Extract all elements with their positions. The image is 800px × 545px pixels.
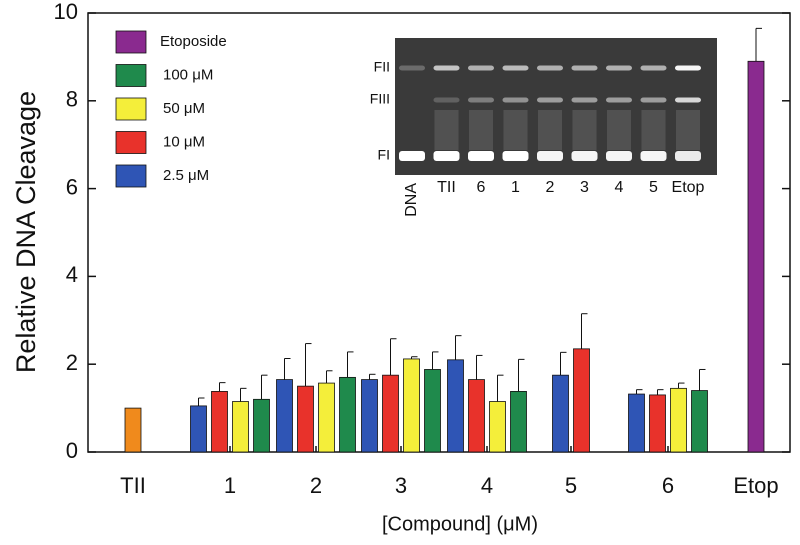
- gel-band: [606, 65, 632, 71]
- gel-band: [502, 151, 529, 161]
- y-tick-label: 0: [66, 438, 78, 463]
- gel-band: [675, 65, 701, 71]
- gel-smear: [641, 110, 666, 150]
- gel-band: [571, 151, 598, 161]
- bar: [468, 379, 485, 453]
- gel-band: [502, 65, 529, 71]
- bar: [382, 374, 399, 453]
- bar: [318, 382, 335, 453]
- gel-band: [537, 151, 563, 161]
- legend-label: 10 μM: [163, 133, 205, 150]
- bar: [628, 393, 645, 453]
- gel-band: [433, 151, 460, 161]
- gel-band-label: FII: [374, 59, 390, 75]
- gel-band: [502, 97, 529, 103]
- bar: [489, 401, 506, 453]
- gel-lane-label: Etop: [672, 179, 705, 196]
- legend-swatch: [115, 64, 147, 87]
- y-tick-label: 8: [66, 87, 78, 112]
- gel-lane-label: 5: [649, 179, 658, 196]
- bar: [361, 379, 378, 453]
- gel-lane-label: 4: [615, 179, 624, 196]
- gel-band: [468, 65, 494, 71]
- gel-band: [433, 65, 460, 71]
- gel-smear: [572, 110, 597, 150]
- gel-band: [640, 97, 667, 103]
- gel-smear: [469, 110, 493, 150]
- gel-band: [571, 97, 598, 103]
- legend-swatch: [115, 131, 147, 154]
- y-tick-label: 4: [66, 262, 78, 287]
- bar: [691, 390, 708, 453]
- gel-lane-label: 3: [580, 179, 589, 196]
- gel-lane-label: TII: [437, 179, 456, 196]
- legend-label: 100 μM: [163, 66, 213, 83]
- gel-band: [606, 97, 632, 103]
- x-tick-label: Etop: [733, 473, 778, 498]
- bar: [552, 374, 569, 453]
- bar: [747, 60, 765, 453]
- legend-label: 50 μM: [163, 100, 205, 117]
- legend-swatch: [115, 30, 147, 54]
- gel-band: [537, 65, 563, 71]
- x-tick-label: 5: [565, 473, 577, 498]
- legend-label: Etoposide: [160, 33, 227, 50]
- gel-band: [640, 65, 667, 71]
- gel-smear: [607, 110, 631, 150]
- bar: [447, 359, 464, 453]
- bar: [424, 369, 441, 453]
- gel-smear: [503, 110, 528, 150]
- gel-band: [675, 97, 701, 103]
- legend-swatch: [115, 97, 147, 121]
- bar: [211, 391, 228, 453]
- legend-swatch: [115, 164, 147, 188]
- bar: [510, 391, 527, 453]
- bar: [670, 387, 687, 453]
- gel-lane-label: DNA: [403, 183, 420, 217]
- bar: [124, 407, 142, 453]
- gel-band-label: FI: [378, 147, 390, 163]
- bar: [276, 379, 293, 453]
- bar: [649, 394, 666, 453]
- gel-smear: [434, 110, 459, 150]
- x-tick-label: 6: [662, 473, 674, 498]
- x-axis-label: [Compound] (μM): [382, 513, 538, 535]
- x-tick-label: 2: [310, 473, 322, 498]
- gel-smear: [676, 110, 700, 150]
- x-tick-label: TII: [120, 473, 146, 498]
- gel-band: [675, 151, 701, 161]
- gel-band-label: FIII: [370, 91, 390, 107]
- x-tick-label: 1: [224, 473, 236, 498]
- y-tick-label: 10: [54, 0, 78, 24]
- x-tick-label: 3: [395, 473, 407, 498]
- gel-lane-label: 2: [546, 179, 555, 196]
- gel-band: [640, 151, 667, 161]
- legend-label: 2.5 μM: [163, 167, 209, 184]
- gel-band: [399, 151, 425, 161]
- bar: [253, 398, 270, 453]
- bar: [573, 348, 590, 453]
- gel-smear: [538, 110, 562, 150]
- gel-band: [468, 151, 494, 161]
- gel-band: [571, 65, 598, 71]
- y-tick-label: 2: [66, 350, 78, 375]
- bar: [190, 405, 207, 453]
- y-axis-label: Relative DNA Cleavage: [11, 91, 41, 373]
- gel-band: [537, 97, 563, 103]
- y-tick-label: 6: [66, 174, 78, 199]
- bar: [232, 401, 249, 453]
- gel-lane-label: 6: [477, 179, 486, 196]
- gel-band: [399, 65, 425, 71]
- gel-band: [606, 151, 632, 161]
- bar: [297, 385, 314, 453]
- gel-band: [433, 97, 460, 103]
- x-tick-label: 4: [481, 473, 493, 498]
- gel-inset: DNA TII 6 1 2 3 4 5 Etop FII FIII FI: [370, 38, 717, 217]
- bar: [339, 376, 356, 453]
- gel-band: [468, 97, 494, 103]
- bar: [403, 358, 420, 453]
- gel-lane-label: 1: [511, 179, 520, 196]
